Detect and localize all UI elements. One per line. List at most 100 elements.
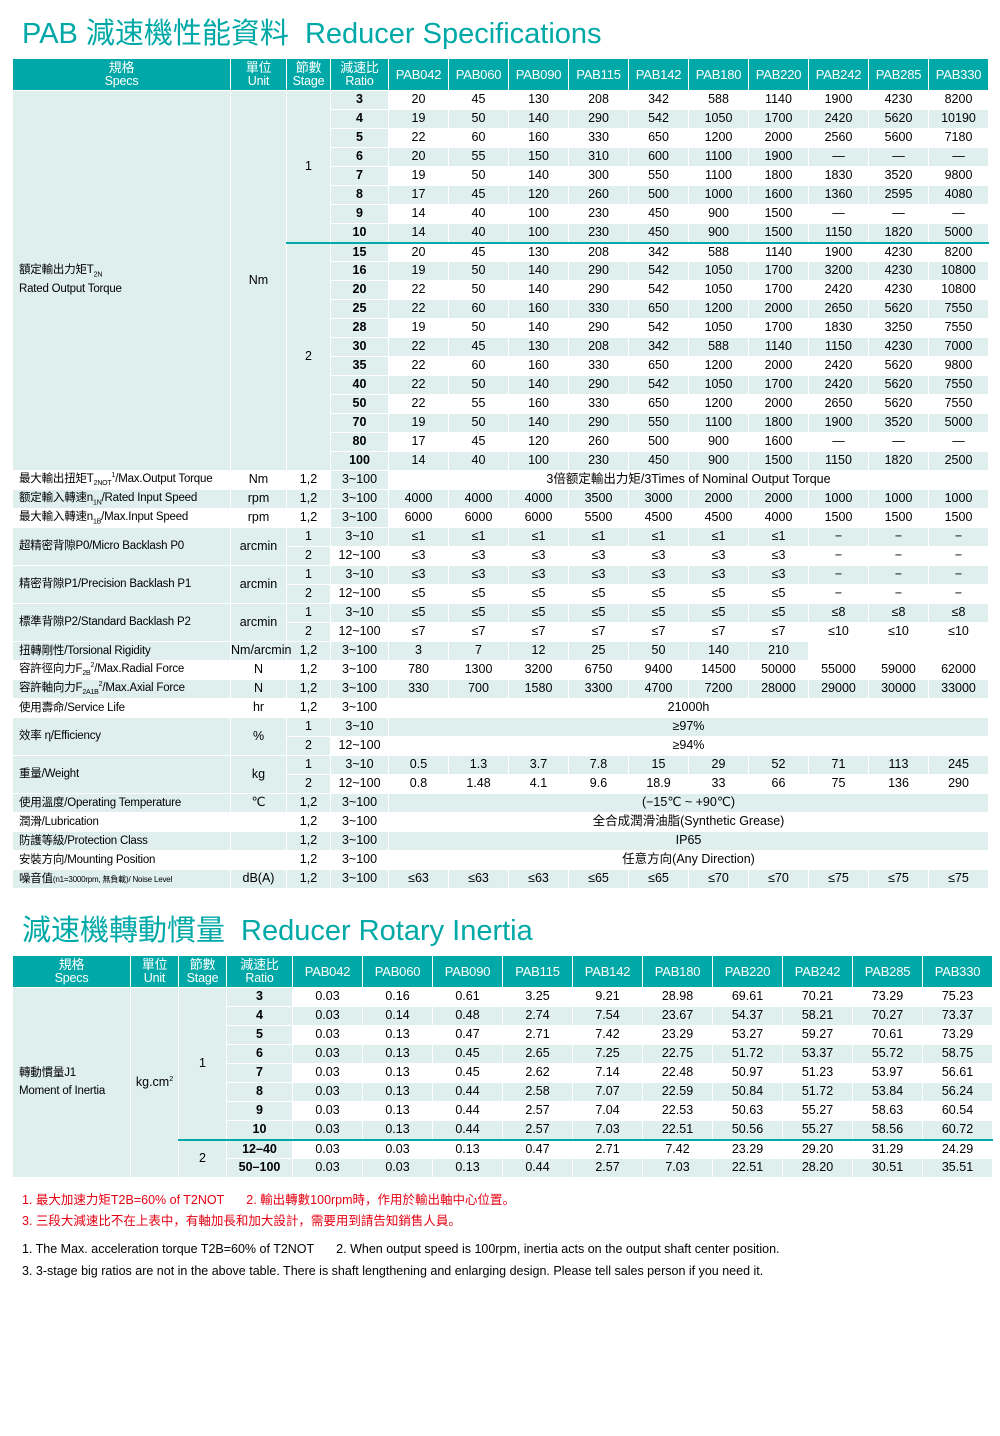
header-unit-en: Unit xyxy=(143,970,166,985)
row-label-standard-backlash: 標準背隙P2/Standard Backlash P2 xyxy=(12,603,231,642)
data-cell: 22 xyxy=(388,375,449,395)
data-cell: 55000 xyxy=(808,660,869,680)
data-cell: 780 xyxy=(388,660,449,680)
row-ratio: 3~10 xyxy=(330,755,389,775)
data-cell: 4080 xyxy=(928,185,989,205)
data-cell: 29000 xyxy=(808,679,869,699)
data-cell: 50.56 xyxy=(712,1120,783,1140)
data-cell: 1830 xyxy=(808,166,869,186)
data-cell: 60 xyxy=(448,299,509,319)
row-stage: 1,2 xyxy=(286,470,331,490)
ratio-cell: 25 xyxy=(330,299,389,319)
data-cell: ≤3 xyxy=(508,546,569,566)
data-cell: 290 xyxy=(568,261,629,281)
data-cell: 0.13 xyxy=(362,1120,433,1140)
data-cell: 24.29 xyxy=(922,1138,993,1159)
data-cell: — xyxy=(928,432,989,452)
data-cell: ≤3 xyxy=(568,546,629,566)
data-cell: 60.72 xyxy=(922,1120,993,1140)
data-cell: 1150 xyxy=(808,223,869,243)
ratio-cell: 5 xyxy=(226,1025,293,1045)
data-cell: − xyxy=(868,565,929,585)
row-stage-1: 1 xyxy=(286,90,331,243)
data-cell: 1820 xyxy=(868,223,929,243)
footnote-en-3: 3. 3-stage big ratios are not in the abo… xyxy=(22,1263,764,1278)
header-model-pab180: PAB180 xyxy=(642,955,713,988)
data-cell: 1600 xyxy=(748,432,809,452)
data-cell: 1100 xyxy=(688,413,749,433)
data-cell: ≤63 xyxy=(508,869,569,889)
data-cell: 2000 xyxy=(748,299,809,319)
row-stage: 2 xyxy=(286,736,331,756)
header-specs: 規格 Specs xyxy=(12,58,231,91)
data-cell: 5000 xyxy=(928,413,989,433)
row-unit xyxy=(230,850,287,870)
row-span-value: IP65 xyxy=(388,831,989,851)
table-row: 6 0.03 0.13 0.45 2.65 7.25 22.75 51.72 5… xyxy=(13,1044,993,1064)
data-cell: 1150 xyxy=(808,451,869,471)
data-cell: 22 xyxy=(388,337,449,357)
row-ratio: 3~100 xyxy=(330,793,389,813)
row-stage: 1,2 xyxy=(286,831,331,851)
data-cell: 4230 xyxy=(868,261,929,281)
table-row: 9 0.03 0.13 0.44 2.57 7.04 22.53 50.63 5… xyxy=(13,1101,993,1121)
data-cell: 245 xyxy=(928,755,989,775)
data-cell: 54.37 xyxy=(712,1006,783,1026)
data-cell: 75 xyxy=(808,774,869,794)
data-cell: 1150 xyxy=(808,337,869,357)
row-stage: 1 xyxy=(286,527,331,547)
table-row: 9 14 40 100 230 450 900 1500 — — — xyxy=(13,204,989,224)
row-ratio: 3~10 xyxy=(330,527,389,547)
data-cell: 18.9 xyxy=(628,774,689,794)
data-cell: 20 xyxy=(388,90,449,110)
data-cell: 73.29 xyxy=(922,1025,993,1045)
data-cell: 3520 xyxy=(868,413,929,433)
data-cell: ≤1 xyxy=(748,527,809,547)
data-cell: 7550 xyxy=(928,299,989,319)
data-cell: 113 xyxy=(868,755,929,775)
ratio-cell: 4 xyxy=(330,109,389,129)
row-label-lubrication: 潤滑/Lubrication xyxy=(12,812,231,832)
data-cell: 130 xyxy=(508,90,569,110)
data-cell: − xyxy=(868,546,929,566)
data-cell: 1050 xyxy=(688,261,749,281)
data-cell: 2420 xyxy=(808,375,869,395)
data-cell: ≤5 xyxy=(628,584,689,604)
data-cell: 136 xyxy=(868,774,929,794)
data-cell: ≤5 xyxy=(688,584,749,604)
table2-body: 轉動慣量J1 Moment of Inertia kg.cm2 1 3 0.03… xyxy=(12,987,993,1178)
data-cell: ≤3 xyxy=(448,546,509,566)
data-cell: 69.61 xyxy=(712,987,783,1007)
data-cell: ≤5 xyxy=(388,603,449,623)
ratio-cell: 6 xyxy=(330,147,389,167)
row-label-axial-force: 容許軸向力F2A1B2/Max.Axial Force xyxy=(12,679,231,699)
data-cell: 542 xyxy=(628,261,689,281)
row-span-value: 3倍额定輸出力矩/3Times of Nominal Output Torque xyxy=(388,470,989,490)
table-row: 重量/Weight kg 1 3~10 0.5 1.3 3.7 7.8 15 2… xyxy=(12,755,989,794)
data-cell xyxy=(868,641,929,661)
data-cell: 7550 xyxy=(928,394,989,414)
data-cell: 160 xyxy=(508,128,569,148)
footnote-cn-2: 2. 輸出轉數100rpm時，作用於輸出軸中心位置。 xyxy=(246,1193,516,1207)
header-model-pab060: PAB060 xyxy=(448,58,509,91)
data-cell: ≤7 xyxy=(568,622,629,642)
table-row: 额定輸入轉速n1N/Rated Input Speed rpm 1,2 3~10… xyxy=(12,489,989,509)
data-cell: 1000 xyxy=(868,489,929,509)
data-cell: 1900 xyxy=(748,147,809,167)
data-cell: 208 xyxy=(568,241,629,262)
table1-header-row: 規格 Specs 單位 Unit 節數 Stage 減速比 Ratio PAB0… xyxy=(12,58,989,91)
data-cell: 588 xyxy=(688,337,749,357)
data-cell: 10190 xyxy=(928,109,989,129)
data-cell: 22.59 xyxy=(642,1082,713,1102)
data-cell: 2000 xyxy=(748,128,809,148)
data-cell: 0.13 xyxy=(362,1025,433,1045)
table-row: 額定輸出力矩T2N Rated Output Torque Nm 1 3 20 … xyxy=(12,90,989,471)
table-row: 使用溫度/Operating Temperature ℃ 1,2 3~100 (… xyxy=(12,793,989,813)
ratio-cell: 9 xyxy=(226,1101,293,1121)
data-cell: 2.57 xyxy=(572,1158,643,1178)
data-cell: 52 xyxy=(748,755,809,775)
data-cell: 4000 xyxy=(748,508,809,528)
data-cell: 7.42 xyxy=(572,1025,643,1045)
data-cell: 51.72 xyxy=(712,1044,783,1064)
table-row: 超精密背隙P0/Micro Backlash P0 arcmin 1 3~10 … xyxy=(12,527,989,566)
